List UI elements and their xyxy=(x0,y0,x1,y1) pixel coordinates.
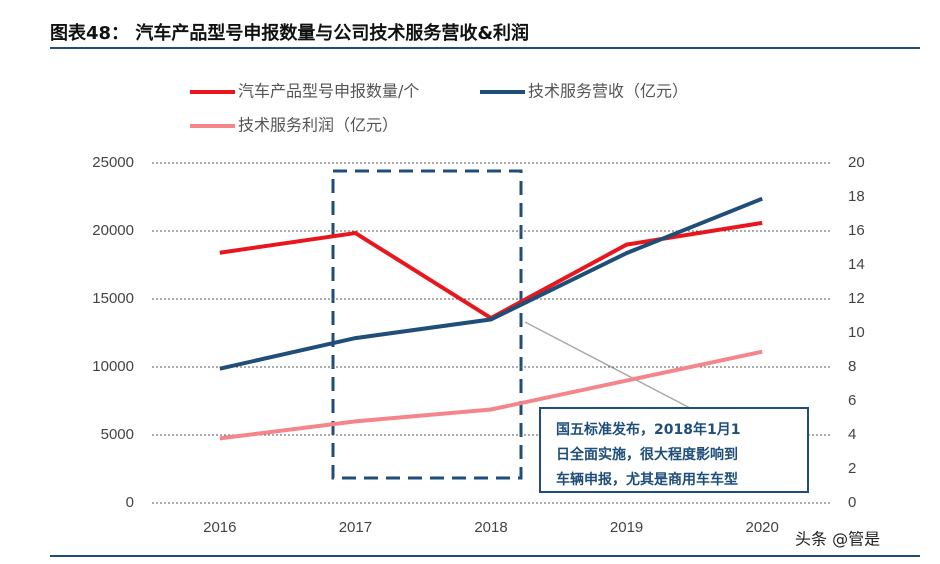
y-tick-label: 10000 xyxy=(92,358,134,375)
y2-tick-label: 14 xyxy=(848,256,865,273)
annotation-box xyxy=(539,407,809,493)
y2-tick-label: 18 xyxy=(848,188,865,205)
annotation: 车辆申报，尤其是商用车车型 xyxy=(556,471,738,488)
callout-line xyxy=(524,321,691,409)
chart-title: 图表48： 汽车产品型号申报数量与公司技术服务营收&利润 xyxy=(50,22,529,44)
y2-tick-label: 4 xyxy=(848,426,856,443)
legend-label: 汽车产品型号申报数量/个 xyxy=(238,82,419,101)
legend-label: 技术服务利润（亿元） xyxy=(238,116,398,135)
y2-tick-label: 16 xyxy=(848,222,865,239)
x-tick-label: 2016 xyxy=(203,519,236,536)
x-tick-label: 2019 xyxy=(610,519,643,536)
y-tick-label: 5000 xyxy=(101,426,134,443)
y-tick-label: 20000 xyxy=(92,222,134,239)
y2-tick-label: 6 xyxy=(848,392,856,409)
annotation: 日全面实施，很大程度影响到 xyxy=(556,446,738,463)
y-tick-label: 0 xyxy=(126,494,134,511)
x-tick-label: 2020 xyxy=(746,519,779,536)
series-line xyxy=(219,349,763,441)
legend-label: 技术服务营收（亿元） xyxy=(528,82,688,101)
y2-tick-label: 8 xyxy=(848,358,856,375)
highlight-box xyxy=(331,169,523,480)
watermark: 头条 @管是 xyxy=(795,530,880,549)
y2-tick-label: 2 xyxy=(848,460,856,477)
y2-tick-label: 10 xyxy=(848,324,865,341)
series-line xyxy=(219,196,763,371)
x-tick-label: 2017 xyxy=(339,519,372,536)
y2-tick-label: 12 xyxy=(848,290,865,307)
series-line xyxy=(219,220,763,321)
y2-tick-label: 0 xyxy=(848,494,856,511)
y-tick-label: 15000 xyxy=(92,290,134,307)
x-tick-label: 2018 xyxy=(474,519,507,536)
y2-tick-label: 20 xyxy=(848,154,865,171)
annotation: 国五标准发布，2018年1月1 xyxy=(556,421,740,438)
y-tick-label: 25000 xyxy=(92,154,134,171)
